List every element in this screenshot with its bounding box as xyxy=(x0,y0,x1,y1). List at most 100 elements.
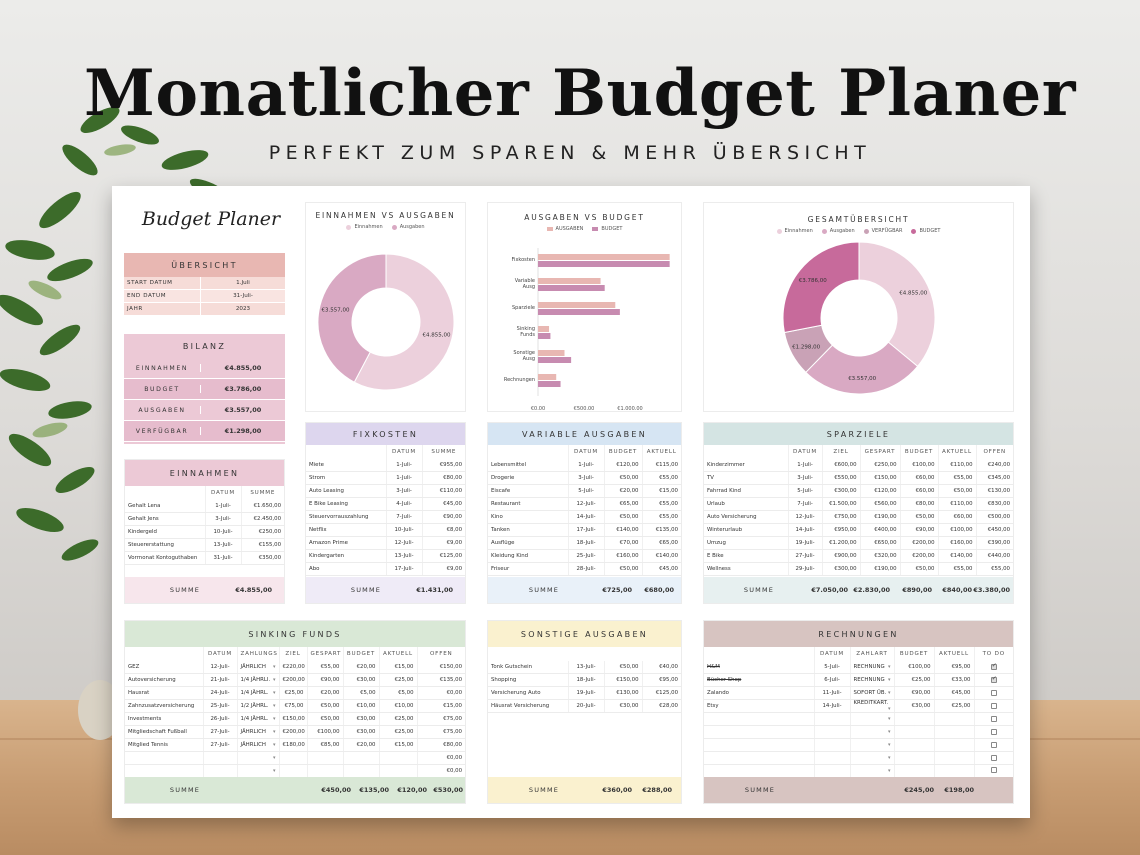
sparziele-cell: 19-Juli- xyxy=(788,536,823,550)
sinking-cell[interactable]: 1/4 JÄHRL. ▾ xyxy=(237,712,280,726)
chevron-down-icon[interactable]: ▾ xyxy=(887,664,891,671)
x-tick-label: €500,00 xyxy=(574,406,595,410)
todo-checkbox[interactable] xyxy=(990,728,997,735)
chevron-down-icon[interactable]: ▾ xyxy=(272,664,276,671)
todo-checkbox[interactable] xyxy=(990,754,997,761)
sparziele-cell: 12-Juli- xyxy=(788,510,823,524)
table-row: Miete 1-Juli- €955,00 xyxy=(306,459,465,473)
sparziele-cell: 5-Juli- xyxy=(788,484,823,499)
sinking-cell[interactable]: 1/4 JÄHRLI. ▾ xyxy=(237,673,280,688)
sparziele-cell: €560,00 xyxy=(860,497,901,512)
chevron-down-icon[interactable]: ▾ xyxy=(887,716,891,723)
todo-checkbox[interactable] xyxy=(990,741,997,748)
variable-cell: €140,00 xyxy=(642,549,681,563)
sinking-cell[interactable]: 1/4 JÄHRL. ▾ xyxy=(237,686,280,701)
sinking-cell[interactable]: 1/2 JÄHRL. ▾ xyxy=(237,699,280,714)
rechnungen-cell[interactable]: RECHNUNG ▾ xyxy=(850,661,895,675)
table-row: Lebensmittel 1-Juli- €120,00 €115,00 xyxy=(488,459,681,473)
todo-checkbox[interactable] xyxy=(990,662,997,670)
sinking-cell[interactable]: JÄHRLICH ▾ xyxy=(237,738,280,752)
todo-checkbox[interactable] xyxy=(990,715,997,722)
chevron-down-icon[interactable]: ▾ xyxy=(887,729,891,735)
chevron-down-icon[interactable]: ▾ xyxy=(272,728,276,735)
sparziele-cell: €130,00 xyxy=(976,484,1013,499)
chevron-down-icon[interactable]: ▾ xyxy=(272,703,276,710)
sinking-cell: €135,00 xyxy=(417,673,465,688)
sparziele-col-header xyxy=(704,445,789,459)
fixkosten-table: DATUM SUMME Miete 1-Juli- €955,00 Strom 1-Juli… xyxy=(306,445,465,576)
uebersicht-value[interactable]: 1.Juli xyxy=(200,277,285,289)
rechnungen-cell[interactable]: ▾ xyxy=(850,712,895,727)
sinking-cell[interactable]: ▾ xyxy=(237,751,280,765)
uebersicht-value[interactable]: 2023 xyxy=(200,303,285,315)
sinking-cell[interactable]: ▾ xyxy=(237,764,280,778)
sparziele-cell: 3-Juli- xyxy=(788,471,823,486)
variable-cell: €140,00 xyxy=(604,523,643,537)
bar-budget xyxy=(538,309,620,315)
chevron-down-icon[interactable]: ▾ xyxy=(272,716,276,722)
rechnungen-cell: 14-Juli- xyxy=(814,699,851,714)
chevron-down-icon[interactable]: ▾ xyxy=(272,754,276,761)
table-row: Zalando 11-Juli- SOFORT ÜB. ▾ €90,00 €45,00 xyxy=(704,686,1013,701)
chevron-down-icon[interactable]: ▾ xyxy=(887,706,891,713)
sinking-cell: 27-Juli- xyxy=(203,738,238,752)
sinking-cell: €25,00 xyxy=(379,712,418,726)
sinking-sum-offen: €530,00 xyxy=(433,786,463,794)
bilanz-key: VERFÜGBAR xyxy=(135,427,189,435)
sparziele-sum-budget: €890,00 xyxy=(902,586,932,594)
todo-checkbox[interactable] xyxy=(990,675,997,684)
sparziele-cell: €450,00 xyxy=(976,523,1013,537)
rechnungen-col-header: DATUM xyxy=(814,647,851,661)
variable-cell: 18-Juli- xyxy=(568,536,605,550)
sparziele-cell: €300,00 xyxy=(822,562,861,576)
todo-checkbox[interactable] xyxy=(990,689,997,696)
rechnungen-cell xyxy=(814,764,851,778)
todo-checkbox[interactable] xyxy=(990,702,997,709)
sinking-cell[interactable]: JÄHRLICH ▾ xyxy=(237,661,280,675)
x-tick-label: €1.000,00 xyxy=(617,406,642,410)
rechnungen-cell[interactable]: RECHNUNG ▾ xyxy=(850,673,895,688)
chevron-down-icon[interactable]: ▾ xyxy=(887,767,891,774)
bar-budget xyxy=(538,333,551,339)
rechnungen-cell[interactable]: ▾ xyxy=(850,738,895,752)
sparziele-cell: €160,00 xyxy=(938,536,977,550)
variable-cell: €160,00 xyxy=(604,549,643,563)
chevron-down-icon[interactable]: ▾ xyxy=(272,741,276,748)
einnahmen-cell: 1-Juli- xyxy=(205,500,242,514)
sinking-cell[interactable]: JÄHRLICH ▾ xyxy=(237,725,280,739)
sinking-cell: Mitglied Tennis xyxy=(125,738,204,752)
chevron-down-icon[interactable]: ▾ xyxy=(887,677,891,684)
sparziele-table: DATUM ZIEL GESPART BUDGET AKTUELL OFFEN Kinder… xyxy=(704,445,1013,576)
sparziele-col-header: OFFEN xyxy=(983,449,1007,455)
einnahmen-col-header: SUMME xyxy=(250,490,276,496)
sinking-cell: €5,00 xyxy=(343,686,380,701)
sparziele-col-header: DATUM xyxy=(788,445,823,459)
todo-checkbox[interactable] xyxy=(990,767,997,774)
variable-cell: Kleidung Kind xyxy=(488,549,569,563)
rechnungen-cell[interactable]: ▾ xyxy=(850,764,895,778)
variable-cell: 14-Juli- xyxy=(568,510,605,524)
rechnungen-cell[interactable]: ▾ xyxy=(850,725,895,739)
uebersicht-value[interactable]: 31-Juli- xyxy=(200,290,285,302)
rechnungen-cell[interactable]: ▾ xyxy=(850,751,895,765)
bar-budget xyxy=(538,261,670,267)
table-row: Zahnzusatzversicherung 25-Juli- 1/2 JÄHRL.… xyxy=(125,699,465,714)
sinking-cell xyxy=(379,764,418,778)
chevron-down-icon[interactable]: ▾ xyxy=(272,677,276,684)
sinking-cell: €220,00 xyxy=(279,661,308,675)
sparziele-cell: €390,00 xyxy=(976,536,1013,550)
sinking-col-header: DATUM xyxy=(203,647,238,661)
chevron-down-icon[interactable]: ▾ xyxy=(272,690,276,697)
chart2-legend: AUSGABEN BUDGET xyxy=(488,226,681,232)
rechnungen-cell[interactable]: KREDITKART. ▾ xyxy=(850,699,895,714)
fixkosten-col-header: DATUM xyxy=(386,445,423,459)
uebersicht-rows: START DATUM 1.Juli END DATUM 31-Juli- JAHR 20… xyxy=(124,277,285,316)
sinking-cell: €150,00 xyxy=(279,712,308,726)
variable-sum-budget: €725,00 xyxy=(602,586,632,594)
chevron-down-icon[interactable]: ▾ xyxy=(887,690,891,697)
chevron-down-icon[interactable]: ▾ xyxy=(887,754,891,761)
rechnungen-cell[interactable]: SOFORT ÜB. ▾ xyxy=(850,686,895,701)
chevron-down-icon[interactable]: ▾ xyxy=(887,741,891,748)
sinking-col-header xyxy=(125,647,204,661)
chevron-down-icon[interactable]: ▾ xyxy=(272,767,276,774)
